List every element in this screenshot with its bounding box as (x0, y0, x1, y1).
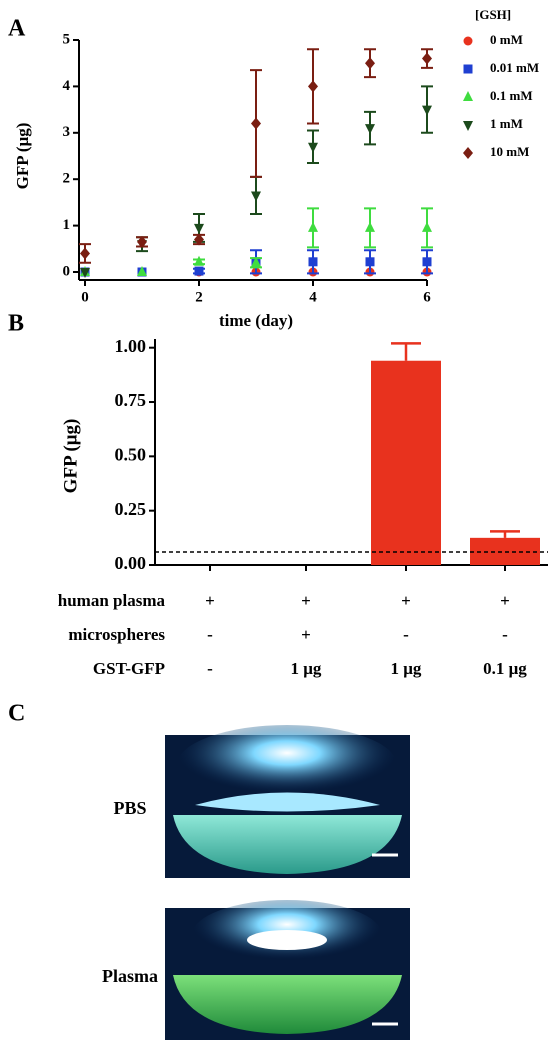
panel-label: B (8, 311, 24, 337)
y-tick-label: 0.75 (115, 390, 147, 410)
photo (165, 900, 410, 1040)
panel-label: C (8, 701, 25, 727)
cell: - (207, 625, 213, 644)
cell: + (301, 591, 311, 610)
marker (80, 247, 90, 260)
panel-label: A (8, 16, 26, 42)
image-label: PBS (113, 798, 146, 818)
legend-label: 0.01 mM (490, 60, 539, 75)
y-tick-label: 0.00 (115, 553, 147, 573)
y-axis-label: GFP (μg) (60, 419, 81, 494)
marker (194, 255, 204, 266)
marker (251, 191, 261, 202)
cell: + (500, 591, 510, 610)
y-tick-label: 3 (63, 124, 71, 140)
cell: 1 μg (391, 659, 422, 678)
marker (308, 257, 318, 267)
cell: + (205, 591, 215, 610)
image-label: Plasma (102, 966, 158, 986)
marker (422, 257, 432, 267)
legend-title: [GSH] (475, 7, 511, 22)
row-label: human plasma (58, 591, 166, 610)
marker (422, 52, 432, 65)
marker (463, 64, 473, 74)
marker (365, 57, 375, 70)
y-tick-label: 1.00 (115, 336, 147, 356)
marker (463, 121, 473, 131)
marker (365, 257, 375, 267)
x-tick-label: 6 (423, 289, 431, 305)
marker (308, 142, 318, 153)
legend-label: 0 mM (490, 32, 523, 47)
x-tick-label: 0 (81, 289, 89, 305)
marker (422, 105, 432, 116)
cell: 0.1 μg (483, 659, 527, 678)
marker (80, 268, 90, 278)
cell: 1 μg (291, 659, 322, 678)
marker (194, 233, 204, 246)
y-tick-label: 1 (63, 217, 71, 233)
y-tick-label: 0.50 (115, 444, 147, 464)
marker (137, 235, 147, 248)
marker (194, 223, 204, 234)
marker (251, 256, 261, 267)
error-bar (490, 530, 520, 538)
y-axis-label: GFP (μg) (13, 123, 32, 190)
x-tick-label: 4 (309, 289, 317, 305)
cell: - (207, 659, 213, 678)
y-tick-label: 0.25 (115, 499, 147, 519)
cell: - (502, 625, 508, 644)
marker (194, 266, 204, 276)
x-axis-label: time (day) (219, 311, 293, 330)
marker (463, 147, 473, 159)
marker (308, 221, 318, 232)
marker (137, 266, 147, 276)
legend-label: 1 mM (490, 116, 523, 131)
cell: + (401, 591, 411, 610)
axis (78, 40, 427, 281)
photo (165, 725, 410, 878)
y-tick-label: 0 (63, 263, 71, 279)
error-bar (391, 342, 421, 361)
marker (365, 221, 375, 232)
x-tick-label: 2 (195, 289, 203, 305)
marker (463, 91, 473, 101)
cell: + (301, 625, 311, 644)
y-tick-label: 5 (63, 31, 71, 47)
bar (371, 360, 441, 565)
axis (154, 339, 548, 566)
marker (251, 117, 261, 130)
marker (463, 36, 473, 46)
cell: - (403, 625, 409, 644)
marker (308, 80, 318, 93)
legend-label: 10 mM (490, 144, 529, 159)
row-label: microspheres (68, 625, 165, 644)
y-tick-label: 2 (63, 171, 71, 187)
legend-label: 0.1 mM (490, 88, 533, 103)
marker (365, 124, 375, 135)
row-label: GST-GFP (93, 659, 165, 678)
marker (422, 221, 432, 232)
y-tick-label: 4 (63, 78, 71, 94)
